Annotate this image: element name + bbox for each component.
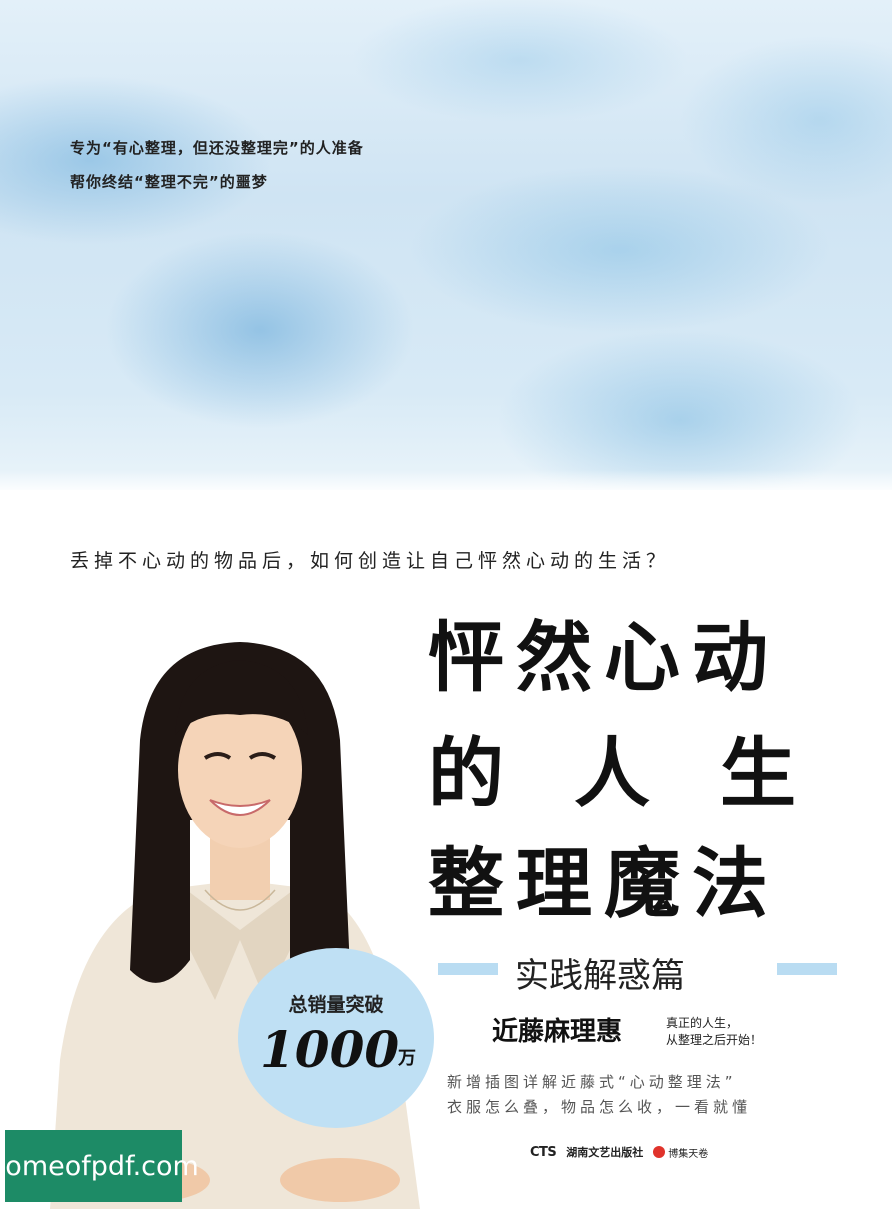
author-note-line-1: 真正的人生， — [666, 1016, 739, 1030]
cs-logo-icon — [653, 1146, 666, 1158]
author-name: 近藤麻理惠 — [492, 1017, 623, 1047]
cs-logo-text: 博集天卷 — [668, 1148, 709, 1160]
title-line-3: 整理魔法 — [428, 839, 780, 928]
tagline-line-2: 帮你终结“整理不完”的噩梦 — [70, 173, 268, 191]
blurb-line-1: 新增插图详解近藤式“心动整理法” — [447, 1073, 737, 1091]
watermark-text: homeofpdf.com — [0, 1150, 199, 1182]
question-text: 丢掉不心动的物品后，如何创造让自己怦然心动的生活？ — [70, 550, 671, 572]
title-line-1: 怦然心动 — [428, 613, 780, 702]
sales-badge-unit: 万 — [398, 1048, 416, 1069]
author-portrait — [50, 642, 420, 1209]
sales-badge-label: 总销量突破 — [288, 994, 384, 1016]
subtitle-bar-right — [777, 963, 837, 975]
watermark-link[interactable]: homeofpdf.com — [0, 1130, 199, 1202]
author-note: 真正的人生， 从整理之后开始！ — [666, 1015, 762, 1049]
cs-booky-logo: 博集天卷 — [653, 1145, 708, 1160]
title-line-2: 的人生 — [428, 729, 866, 818]
watercolor-sky-background — [0, 0, 892, 490]
cts-logo: CTS — [530, 1144, 557, 1160]
tagline-line-1: 专为“有心整理，但还没整理完”的人准备 — [70, 139, 364, 157]
sales-badge-number: 1000 — [260, 1020, 400, 1079]
subtitle: 实践解惑篇 — [515, 956, 685, 996]
subtitle-bar-left — [438, 963, 498, 975]
sales-badge: 总销量突破 1000 万 — [238, 948, 434, 1128]
blurb-line-2: 衣服怎么叠，物品怎么收，一看就懂 — [447, 1098, 752, 1116]
hunan-publisher-logo: 湖南文艺出版社 — [566, 1146, 644, 1159]
author-note-line-2: 从整理之后开始！ — [666, 1033, 763, 1047]
sky-fade — [0, 470, 892, 494]
publisher-logos: CTS 湖南文艺出版社 博集天卷 — [530, 1141, 708, 1163]
